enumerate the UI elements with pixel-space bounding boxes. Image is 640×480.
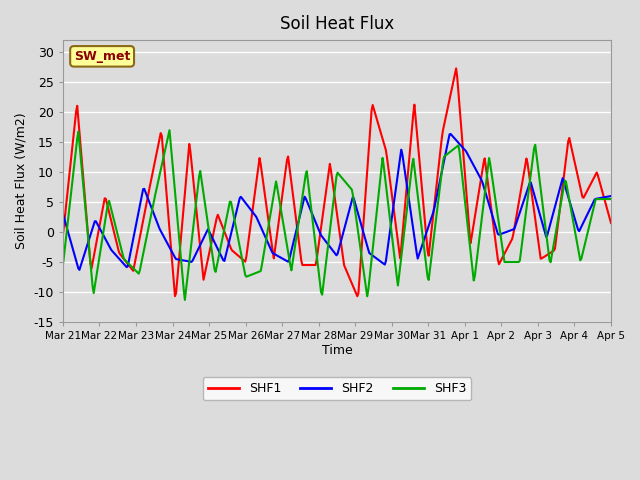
SHF1 [353, 293, 361, 299]
SHF3 [322, 264, 330, 270]
SHF3 [325, 237, 333, 243]
SHF2 [511, 226, 518, 232]
SHF3 [358, 254, 365, 260]
SHF1 [387, 180, 394, 185]
SHF2 [596, 195, 604, 201]
SHF2 [321, 237, 328, 242]
SHF3 [387, 228, 395, 234]
SHF3 [59, 262, 67, 268]
SHF1 [319, 209, 327, 215]
SHF2 [59, 211, 67, 217]
SHF3 [596, 196, 604, 202]
SHF2 [607, 193, 615, 199]
Text: SW_met: SW_met [74, 50, 131, 63]
SHF3 [181, 297, 189, 303]
SHF3 [511, 259, 518, 265]
SHF2 [447, 131, 454, 137]
SHF1 [452, 66, 460, 72]
SHF2 [76, 267, 83, 273]
Legend: SHF1, SHF2, SHF3: SHF1, SHF2, SHF3 [203, 377, 471, 400]
SHF2 [324, 241, 332, 247]
SHF1 [59, 232, 67, 238]
Line: SHF2: SHF2 [63, 134, 611, 270]
Line: SHF3: SHF3 [63, 130, 611, 300]
Line: SHF1: SHF1 [63, 69, 611, 296]
SHF1 [356, 260, 364, 266]
SHF3 [607, 196, 615, 202]
SHF2 [387, 227, 394, 232]
SHF1 [607, 220, 615, 226]
SHF1 [323, 185, 330, 191]
SHF3 [166, 127, 173, 133]
X-axis label: Time: Time [322, 344, 353, 357]
Title: Soil Heat Flux: Soil Heat Flux [280, 15, 394, 33]
Y-axis label: Soil Heat Flux (W/m2): Soil Heat Flux (W/m2) [15, 113, 28, 249]
SHF2 [356, 220, 364, 226]
SHF1 [596, 180, 604, 186]
SHF1 [511, 225, 518, 231]
